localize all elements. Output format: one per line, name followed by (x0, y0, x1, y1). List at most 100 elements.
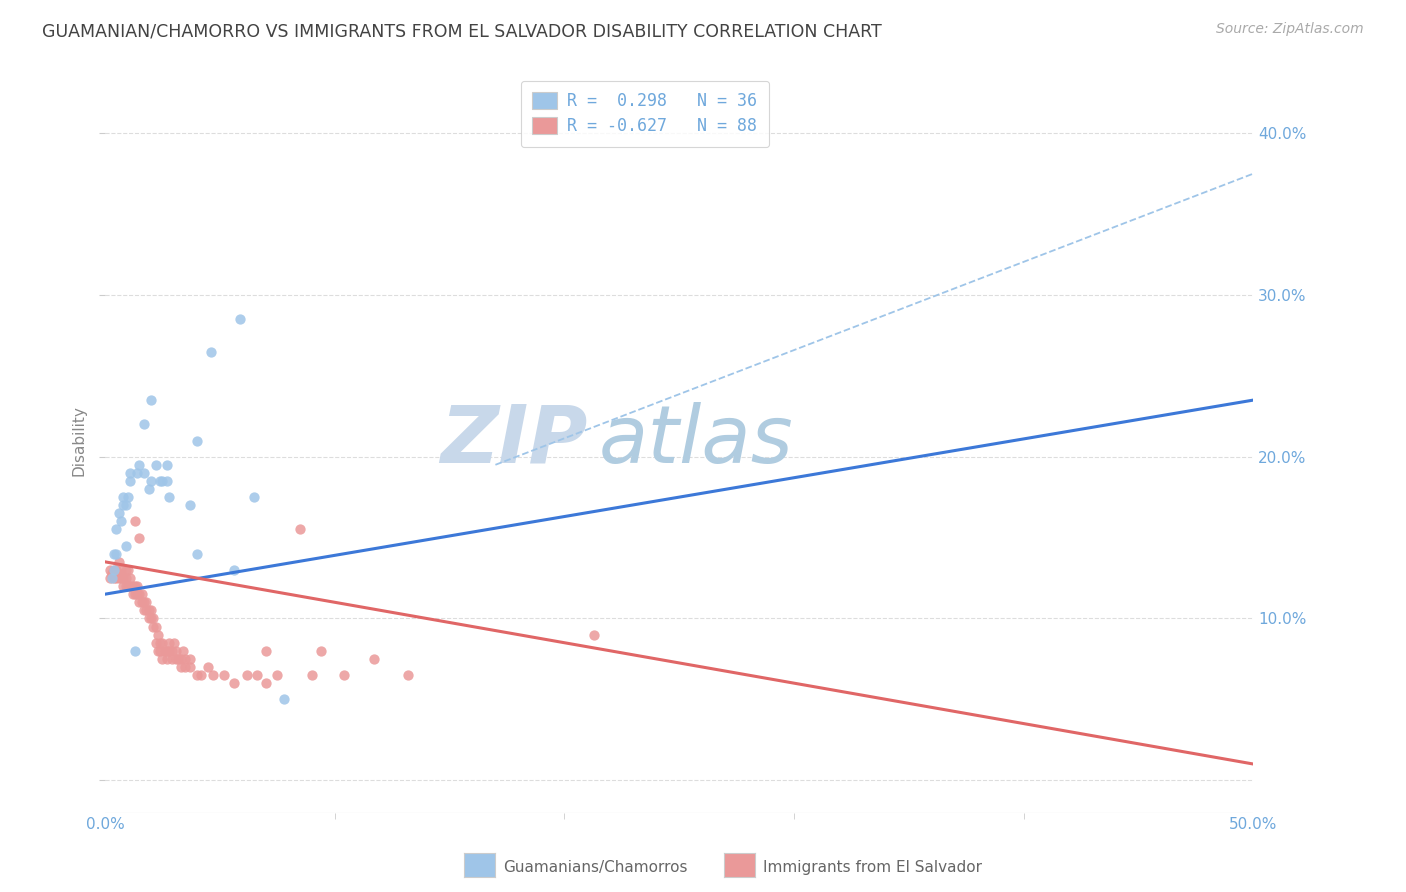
Point (127, 466, 149, 480)
Point (290, 523, 312, 537)
Point (254, 676, 277, 690)
Point (103, 547, 125, 561)
Point (112, 571, 135, 585)
Point (120, 466, 142, 480)
Point (145, 458, 167, 472)
Point (128, 531, 150, 545)
Point (197, 660, 219, 674)
Point (186, 547, 208, 561)
Point (103, 563, 125, 577)
Point (157, 636, 180, 650)
Point (165, 644, 187, 658)
Point (139, 611, 162, 625)
Point (152, 652, 174, 666)
Point (128, 458, 150, 472)
Point (127, 579, 149, 593)
Point (170, 652, 193, 666)
Point (152, 636, 174, 650)
Point (163, 636, 186, 650)
Point (98, 563, 121, 577)
Point (149, 474, 172, 488)
Point (156, 644, 179, 658)
Text: GUAMANIAN/CHAMORRO VS IMMIGRANTS FROM EL SALVADOR DISABILITY CORRELATION CHART: GUAMANIAN/CHAMORRO VS IMMIGRANTS FROM EL… (42, 22, 882, 40)
Point (179, 660, 201, 674)
Point (117, 490, 139, 504)
Point (333, 668, 356, 682)
Point (120, 474, 142, 488)
Point (142, 619, 165, 633)
Point (186, 434, 208, 448)
Point (142, 611, 165, 625)
Point (103, 563, 125, 577)
Point (160, 644, 183, 658)
Point (222, 563, 245, 577)
Point (236, 668, 259, 682)
Point (201, 668, 224, 682)
Point (121, 579, 143, 593)
Legend: R =  0.298   N = 36, R = -0.627   N = 88: R = 0.298 N = 36, R = -0.627 N = 88 (520, 80, 769, 147)
Point (124, 579, 146, 593)
Point (112, 579, 135, 593)
Point (149, 644, 172, 658)
Point (179, 498, 201, 512)
Point (139, 603, 162, 617)
Point (103, 571, 125, 585)
Point (110, 515, 132, 529)
Point (135, 595, 157, 609)
Point (132, 603, 155, 617)
Point (124, 587, 146, 601)
Y-axis label: Disability: Disability (72, 405, 86, 476)
Point (156, 458, 179, 472)
Point (146, 644, 169, 658)
Point (98, 571, 121, 585)
Point (214, 668, 236, 682)
Point (139, 393, 162, 408)
Point (156, 652, 179, 666)
Point (127, 587, 149, 601)
Text: Immigrants from El Salvador: Immigrants from El Salvador (763, 860, 983, 874)
Point (132, 466, 155, 480)
Point (172, 644, 194, 658)
Point (165, 652, 187, 666)
Point (157, 644, 180, 658)
Point (583, 627, 606, 641)
Point (145, 636, 167, 650)
Point (120, 571, 142, 585)
Point (114, 571, 136, 585)
Point (156, 474, 179, 488)
Point (138, 611, 160, 625)
Point (174, 660, 197, 674)
Point (128, 595, 150, 609)
Point (107, 506, 129, 520)
Point (124, 515, 146, 529)
Point (120, 579, 142, 593)
Point (309, 644, 332, 658)
Point (124, 644, 146, 658)
Point (396, 668, 419, 682)
Point (254, 644, 277, 658)
Point (107, 571, 129, 585)
Point (112, 490, 135, 504)
Point (145, 619, 167, 633)
Point (131, 595, 153, 609)
Point (131, 587, 153, 601)
Point (101, 571, 124, 585)
Point (138, 482, 160, 496)
Point (117, 563, 139, 577)
Point (153, 644, 176, 658)
Point (132, 595, 155, 609)
Point (301, 668, 323, 682)
Point (146, 627, 169, 641)
Point (105, 563, 128, 577)
Point (105, 523, 128, 537)
Point (157, 490, 180, 504)
Point (107, 566, 129, 581)
Point (273, 692, 295, 706)
Point (107, 555, 129, 569)
Point (121, 587, 143, 601)
Point (114, 498, 136, 512)
Point (200, 344, 222, 359)
Point (114, 539, 136, 553)
Point (105, 571, 128, 585)
Point (110, 563, 132, 577)
